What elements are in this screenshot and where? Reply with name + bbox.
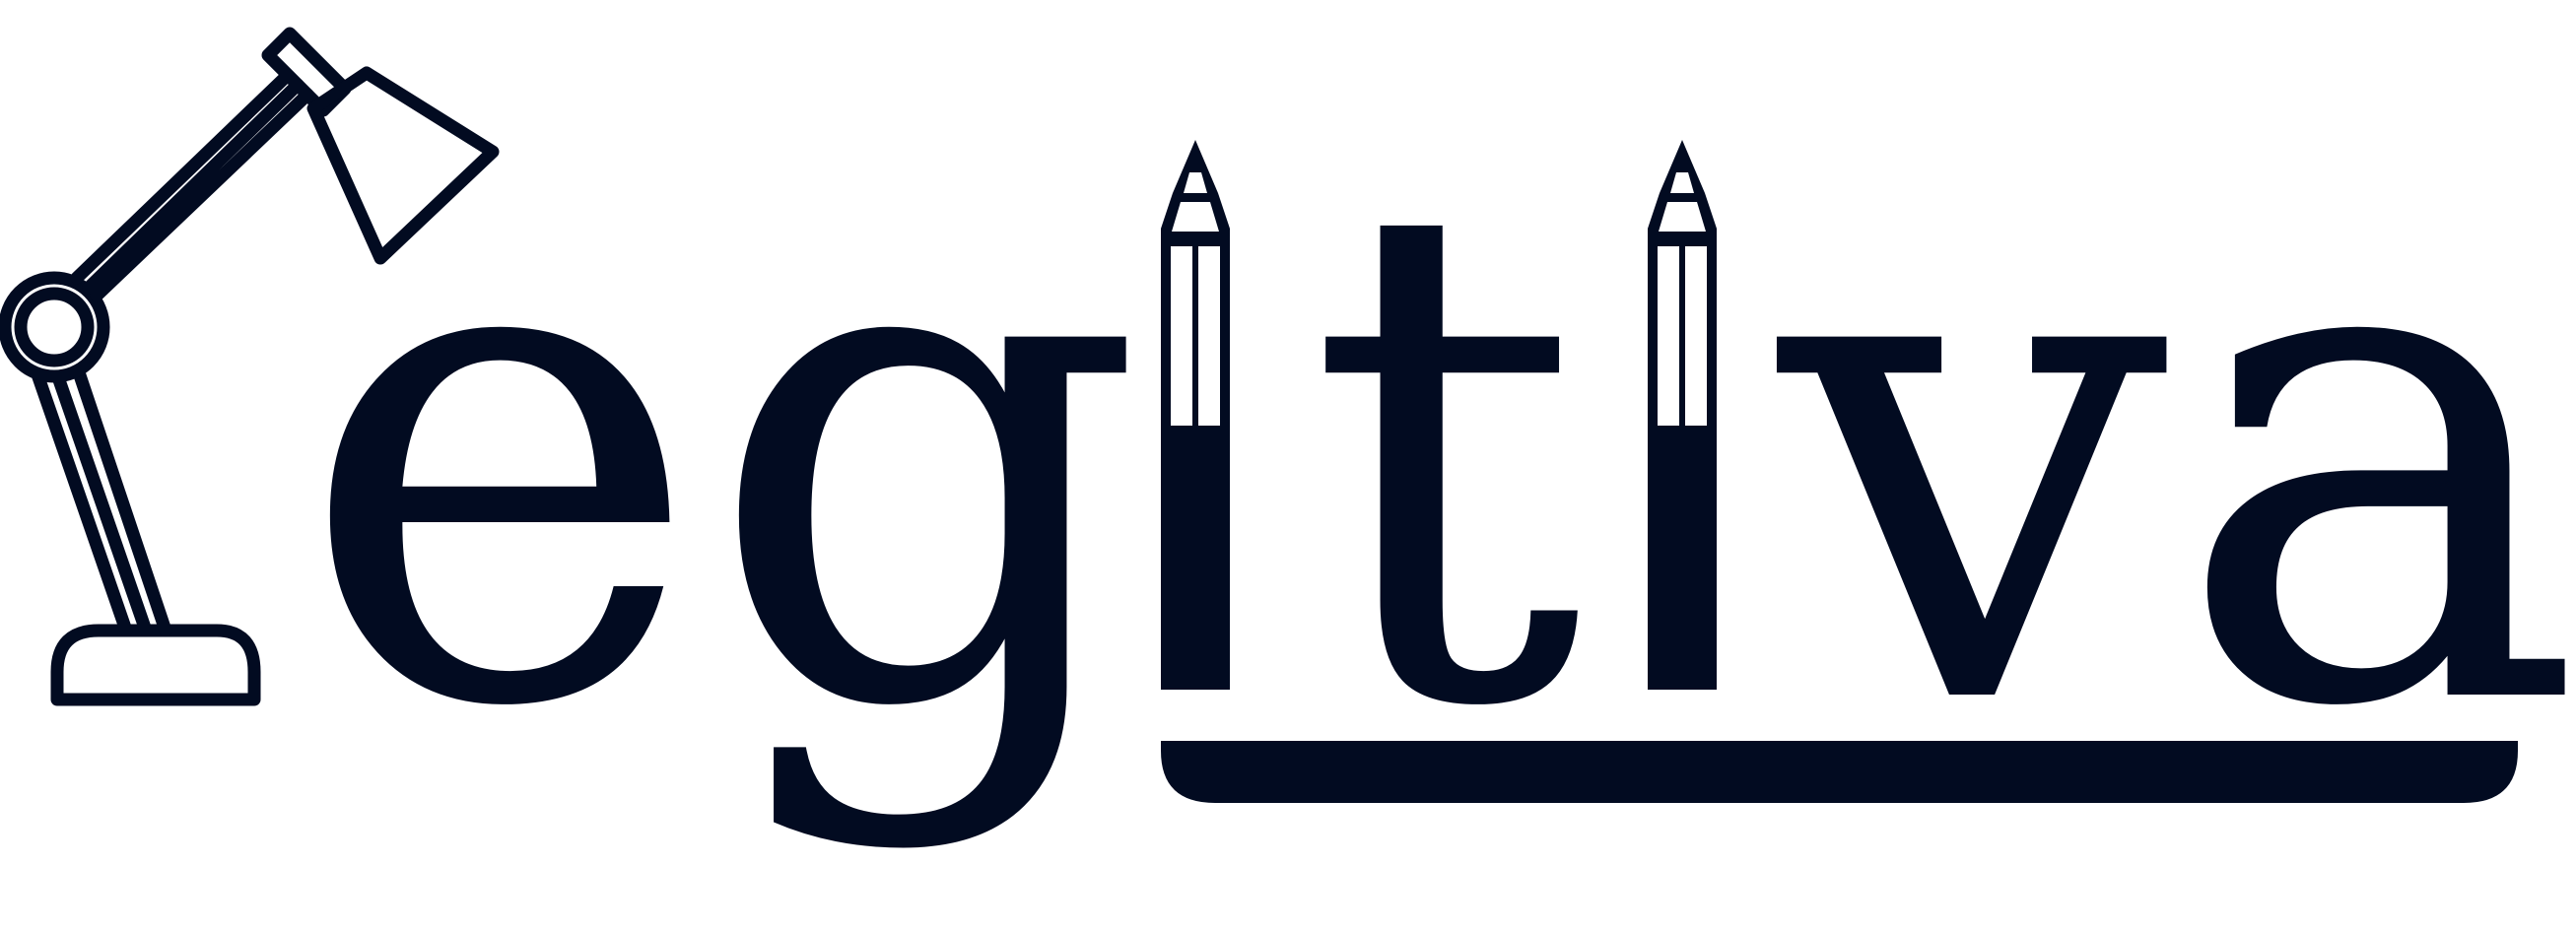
underline-bar — [1161, 741, 2518, 803]
letter-v: v — [1768, 55, 2168, 858]
letter-a: a — [2173, 55, 2576, 858]
desk-lamp-icon — [0, 27, 500, 706]
pencil-icon — [1161, 140, 1230, 690]
letter-t: t — [1306, 55, 1586, 858]
letter-g: g — [705, 55, 1146, 858]
pencil-icon — [1648, 140, 1717, 690]
letter-e: e — [296, 55, 704, 858]
